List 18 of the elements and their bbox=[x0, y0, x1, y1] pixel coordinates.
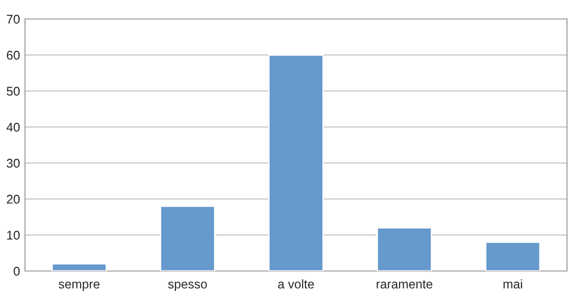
bar bbox=[376, 227, 432, 271]
y-tick-label: 30 bbox=[6, 158, 20, 168]
bar bbox=[268, 54, 324, 271]
y-tick-label: 50 bbox=[6, 86, 20, 96]
y-tick-label: 0 bbox=[14, 266, 20, 276]
y-tick-label: 70 bbox=[6, 14, 20, 24]
x-tick-label: mai bbox=[504, 279, 522, 289]
bar bbox=[51, 263, 107, 271]
y-tick-label: 10 bbox=[7, 230, 20, 240]
bar bbox=[160, 206, 216, 271]
bar bbox=[485, 242, 541, 271]
x-tick-label: raramente bbox=[376, 280, 432, 289]
y-tick-label: 60 bbox=[6, 50, 20, 60]
y-tick-label: 40 bbox=[6, 122, 20, 132]
x-tick-label: a volte bbox=[278, 279, 314, 289]
y-tick-label: 20 bbox=[6, 194, 20, 204]
x-tick-label: spesso bbox=[168, 282, 207, 291]
x-tick-label: sempre bbox=[58, 282, 100, 291]
